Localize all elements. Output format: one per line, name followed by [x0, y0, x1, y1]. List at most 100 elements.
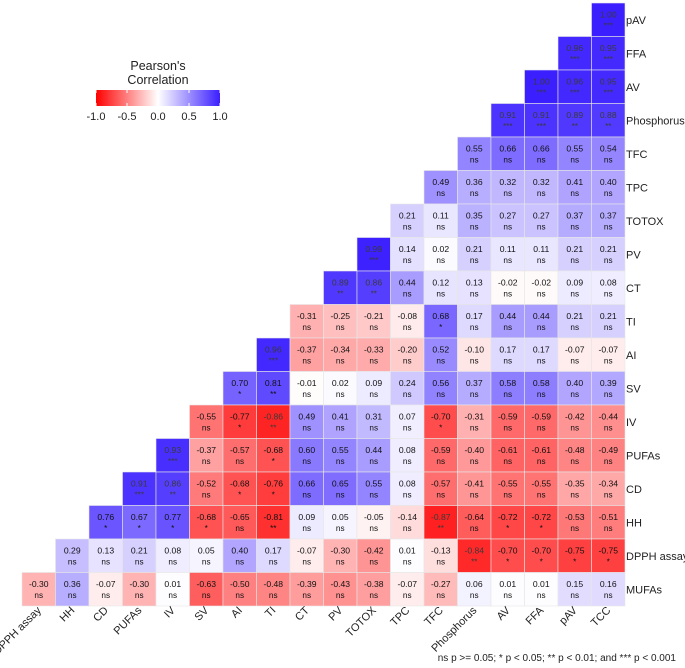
cell-significance: * — [506, 524, 510, 533]
cell-fill — [256, 538, 291, 573]
cell-significance: ** — [371, 290, 378, 299]
cell-fill — [457, 538, 492, 573]
cell-significance: ns — [604, 591, 613, 600]
cell-fill — [423, 538, 458, 573]
heatmap-cell: 0.76 * — [88, 505, 123, 540]
heatmap-cell: -0.61 ns — [490, 438, 525, 473]
heatmap-cell: 0.96 *** — [557, 69, 592, 104]
cell-significance: ns — [570, 457, 579, 466]
heatmap-cell: 0.24 ns — [390, 371, 425, 406]
cell-significance: ns — [436, 491, 445, 500]
heatmap-cell: 0.01 ns — [155, 572, 190, 607]
heatmap-cell: 0.55 ns — [323, 438, 358, 473]
y-tick-label: PV — [626, 249, 641, 261]
cell-fill — [557, 170, 592, 205]
cell-significance: ns — [436, 558, 445, 567]
significance-footnote: ns p >= 0.05; * p < 0.05; ** p < 0.01; a… — [438, 653, 677, 664]
cell-fill — [490, 471, 525, 506]
heatmap-cell: 0.21 ns — [457, 237, 492, 272]
cell-fill — [490, 371, 525, 406]
cell-significance: ** — [605, 122, 612, 131]
cell-significance: ns — [470, 189, 479, 198]
cell-fill — [457, 136, 492, 171]
heatmap-cell: -0.21 ns — [356, 304, 391, 339]
heatmap-cell: 0.06 ns — [457, 572, 492, 607]
cell-value: 0.17 — [533, 345, 550, 355]
cell-significance: ns — [570, 591, 579, 600]
cell-significance: ns — [503, 457, 512, 466]
cell-value: 0.58 — [499, 378, 516, 388]
cell-fill — [423, 404, 458, 439]
cell-fill — [189, 471, 224, 506]
heatmap-cell: 0.09 ns — [557, 270, 592, 305]
heatmap-cell: 0.21 ns — [557, 304, 592, 339]
cell-fill — [390, 471, 425, 506]
y-tick-label: AI — [626, 350, 636, 362]
cell-value: 0.67 — [131, 512, 148, 522]
cell-value: 0.91 — [131, 479, 148, 489]
cell-fill — [55, 538, 90, 573]
cell-value: 0.65 — [332, 479, 349, 489]
cell-significance: ns — [202, 457, 211, 466]
cell-significance: ns — [604, 491, 613, 500]
cell-significance: ns — [503, 189, 512, 198]
cell-value: 0.52 — [432, 345, 449, 355]
heatmap-cell: 0.52 ns — [423, 337, 458, 372]
cell-significance: ns — [537, 223, 546, 232]
cell-value: -0.48 — [263, 579, 283, 589]
cell-value: 0.55 — [365, 479, 382, 489]
heatmap-cell: 0.91 *** — [122, 471, 157, 506]
cell-value: -0.35 — [565, 479, 585, 489]
cell-fill — [356, 438, 391, 473]
cell-significance: ** — [337, 290, 344, 299]
cell-significance: ns — [470, 256, 479, 265]
heatmap-cell: -0.07 ns — [289, 538, 324, 573]
heatmap-cell: 0.27 ns — [524, 203, 559, 238]
cell-value: -0.31 — [297, 311, 317, 321]
cell-significance: ns — [537, 323, 546, 332]
heatmap-cell: 0.16 ns — [591, 572, 626, 607]
cell-significance: *** — [503, 122, 513, 131]
cell-fill — [557, 237, 592, 272]
cell-significance: ns — [604, 189, 613, 198]
cell-fill — [591, 103, 626, 138]
heatmap-cell: 0.35 ns — [457, 203, 492, 238]
heatmap-cell: -0.84 ** — [457, 538, 492, 573]
cell-fill — [390, 337, 425, 372]
cell-fill — [423, 471, 458, 506]
cell-value: 0.06 — [466, 579, 483, 589]
x-tick-label: TOTOX — [344, 604, 379, 639]
cell-value: -0.25 — [330, 311, 350, 321]
heatmap-cell: 0.05 ns — [189, 538, 224, 573]
cell-value: -0.30 — [330, 546, 350, 556]
cell-significance: *** — [536, 89, 546, 98]
heatmap-cell: -0.70 * — [423, 404, 458, 439]
x-tick-label: PUFAs — [112, 604, 145, 637]
cell-fill — [457, 337, 492, 372]
heatmap-cell: -0.30 ns — [323, 538, 358, 573]
legend-tick-label: 0.5 — [181, 111, 196, 123]
cell-significance: ns — [604, 524, 613, 533]
cell-value: 0.29 — [64, 546, 81, 556]
cell-fill — [122, 538, 157, 573]
cell-value: 0.02 — [432, 244, 449, 254]
cell-significance: * — [272, 491, 276, 500]
heatmap-cell: -0.39 ns — [289, 572, 324, 607]
cell-fill — [557, 136, 592, 171]
heatmap-cell: -0.02 ns — [490, 270, 525, 305]
cell-fill — [524, 304, 559, 339]
cell-fill — [524, 505, 559, 540]
cell-significance: ns — [336, 424, 345, 433]
cell-fill — [423, 572, 458, 607]
cell-fill — [591, 538, 626, 573]
cell-significance: ns — [369, 357, 378, 366]
cell-fill — [524, 203, 559, 238]
cell-value: 0.02 — [332, 378, 349, 388]
heatmap-cell: 0.37 ns — [591, 203, 626, 238]
cell-fill — [356, 404, 391, 439]
cell-significance: ns — [503, 256, 512, 265]
cell-value: 0.56 — [432, 378, 449, 388]
cell-fill — [490, 203, 525, 238]
cell-fill — [222, 505, 257, 540]
legend-tick-label: 0.0 — [150, 111, 165, 123]
